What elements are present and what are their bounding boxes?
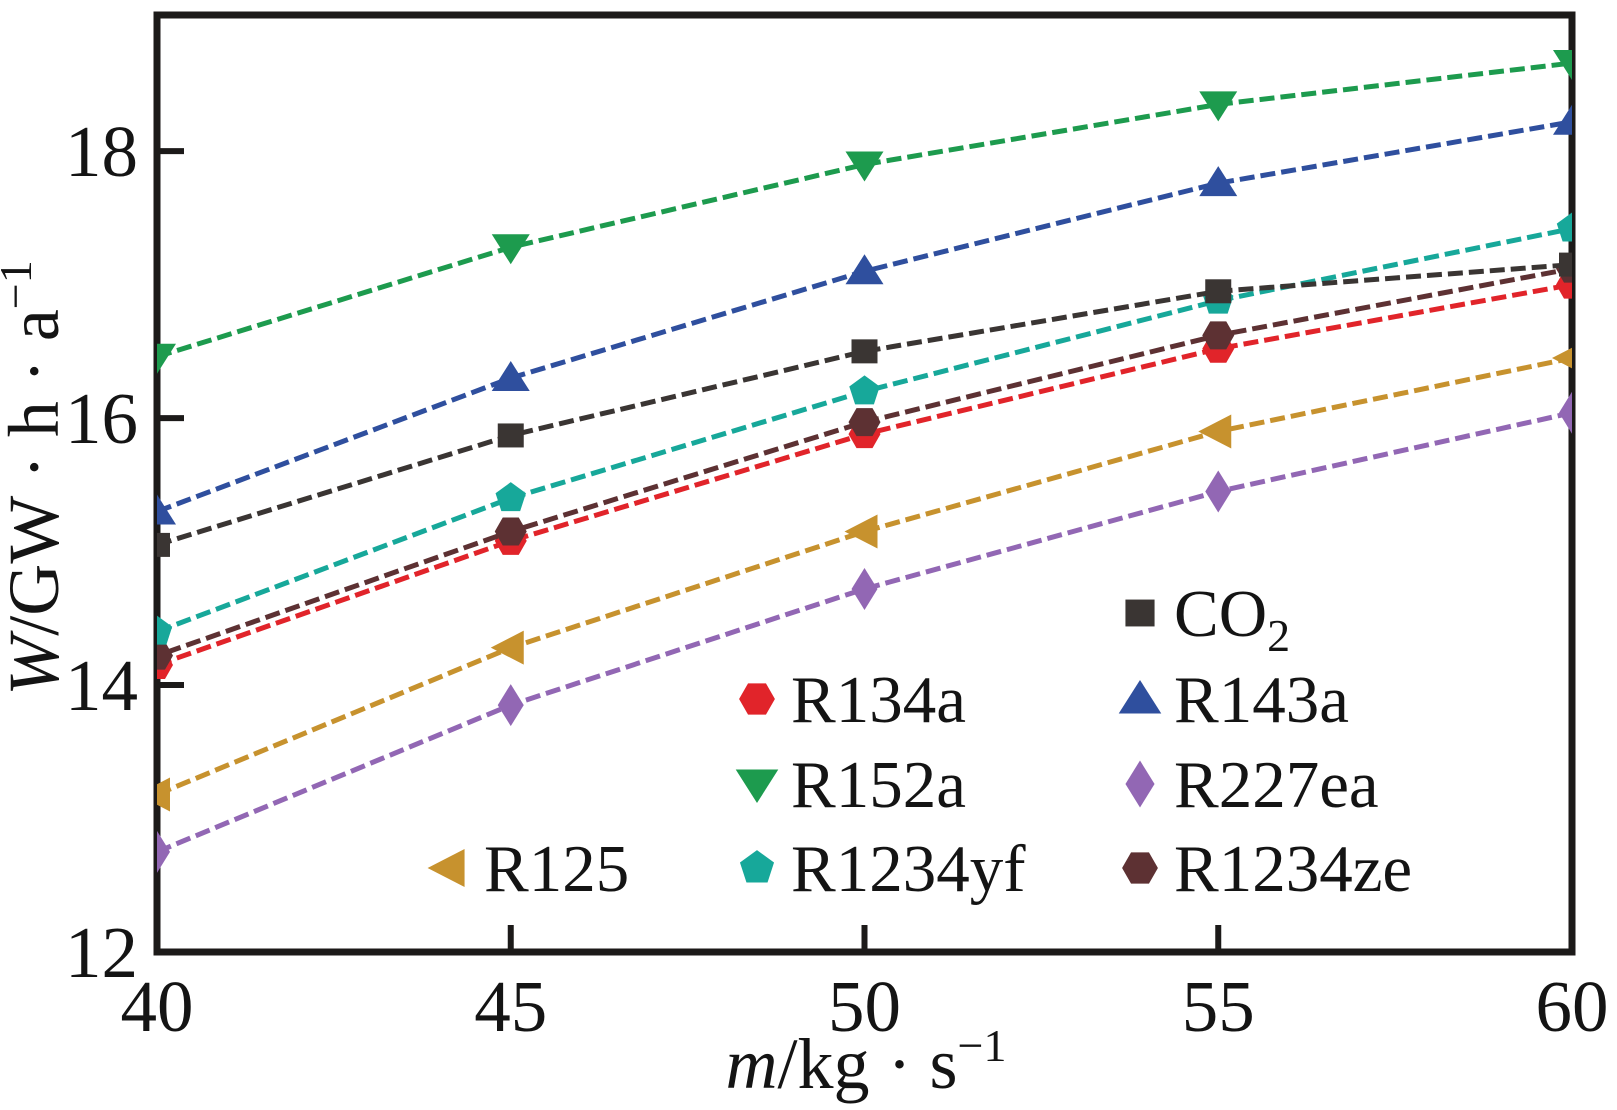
series-R134a xyxy=(157,270,1572,680)
marker-R143a xyxy=(491,361,530,392)
y-axis-label: W/GW · h · a−1 xyxy=(0,260,74,696)
y-tick-label: 12 xyxy=(65,912,138,993)
x-tick-label: 45 xyxy=(474,966,547,1047)
marker-R125 xyxy=(1198,414,1232,449)
marker-R1234ze xyxy=(1202,321,1235,350)
legend-item-R1234ze: R1234ze xyxy=(1122,832,1412,906)
legend-item-R152a: R152a xyxy=(735,748,966,822)
marker-CO2 xyxy=(1205,279,1232,304)
series-line-R152a xyxy=(157,60,1572,360)
legend-item-R134a: R134a xyxy=(739,663,966,737)
legend-item-R1234yf: R1234yf xyxy=(739,832,1026,906)
marker-R1234ze xyxy=(494,517,527,546)
legend-label-R152a: R152a xyxy=(791,748,966,822)
marker-R1234yf xyxy=(495,482,526,512)
series-line-R125 xyxy=(157,355,1572,797)
marker-R152a xyxy=(845,151,884,182)
legend-label-R143a: R143a xyxy=(1174,663,1349,737)
marker-R227ea xyxy=(1205,470,1232,513)
marker-R227ea xyxy=(1559,391,1572,434)
legend-marker-R152a xyxy=(735,769,779,804)
y-tick-label: 18 xyxy=(65,111,138,192)
legend-label-CO2: CO2 xyxy=(1174,577,1290,661)
x-tick-label: 55 xyxy=(1182,966,1255,1047)
y-tick-label: 14 xyxy=(65,645,138,726)
marker-CO2 xyxy=(157,532,170,557)
marker-CO2 xyxy=(497,423,524,448)
series-R125 xyxy=(157,347,1572,812)
marker-R143a xyxy=(845,254,884,285)
marker-R143a xyxy=(1553,104,1572,135)
legend-item-R125: R125 xyxy=(427,832,629,906)
x-tick-label: 50 xyxy=(828,966,901,1047)
series-R143a xyxy=(157,104,1572,525)
legend-marker-R1234ze xyxy=(1122,852,1158,884)
legend-item-R143a: R143a xyxy=(1118,663,1349,737)
series-R152a xyxy=(157,50,1572,374)
marker-R152a xyxy=(1199,91,1238,122)
marker-CO2 xyxy=(851,339,878,364)
marker-R125 xyxy=(157,777,170,812)
x-axis-label: m/kg · s−1 xyxy=(726,1020,1007,1104)
x-tick-label: 60 xyxy=(1536,966,1609,1047)
legend-label-R227ea: R227ea xyxy=(1174,748,1379,822)
legend-item-R227ea: R227ea xyxy=(1125,748,1379,822)
marker-R152a xyxy=(491,234,530,265)
marker-R1234yf xyxy=(1556,212,1572,242)
marker-R227ea xyxy=(157,830,170,873)
legend-marker-R143a xyxy=(1118,679,1162,714)
marker-R1234ze xyxy=(848,408,881,437)
marker-R143a xyxy=(1199,166,1238,197)
legend: CO2 R134a R143a R152a R227ea R125 R1234yf R1234… xyxy=(427,577,1412,906)
legend-label-R1234yf: R1234yf xyxy=(791,832,1026,906)
series-line-R227ea xyxy=(157,410,1572,855)
marker-R1234ze xyxy=(157,641,173,670)
legend-marker-R134a xyxy=(739,683,775,715)
marker-R152a xyxy=(157,343,176,374)
marker-R1234yf xyxy=(157,615,173,645)
series-CO2 xyxy=(157,252,1572,557)
series-R227ea xyxy=(157,391,1572,873)
marker-R143a xyxy=(157,494,176,525)
marker-R125 xyxy=(1552,347,1572,369)
marker-R125 xyxy=(844,514,878,549)
legend-marker-CO2 xyxy=(1125,599,1155,627)
legend-item-CO2: CO2 xyxy=(1125,577,1290,661)
plot-area xyxy=(157,50,1572,873)
legend-label-R1234ze: R1234ze xyxy=(1174,832,1412,906)
marker-R227ea xyxy=(851,567,878,610)
marker-R152a xyxy=(1553,50,1572,81)
marker-R125 xyxy=(490,630,524,665)
x-tick-label: 40 xyxy=(121,966,194,1047)
legend-label-R134a: R134a xyxy=(791,663,966,737)
y-tick-label: 16 xyxy=(65,378,138,459)
marker-R1234yf xyxy=(849,375,880,405)
marker-R227ea xyxy=(497,684,524,727)
marker-CO2 xyxy=(1559,252,1572,277)
legend-marker-R1234yf xyxy=(739,850,775,883)
legend-label-R125: R125 xyxy=(484,832,629,906)
legend-marker-R227ea xyxy=(1125,760,1155,808)
series-line-CO2 xyxy=(157,262,1572,548)
legend-marker-R125 xyxy=(427,848,465,888)
